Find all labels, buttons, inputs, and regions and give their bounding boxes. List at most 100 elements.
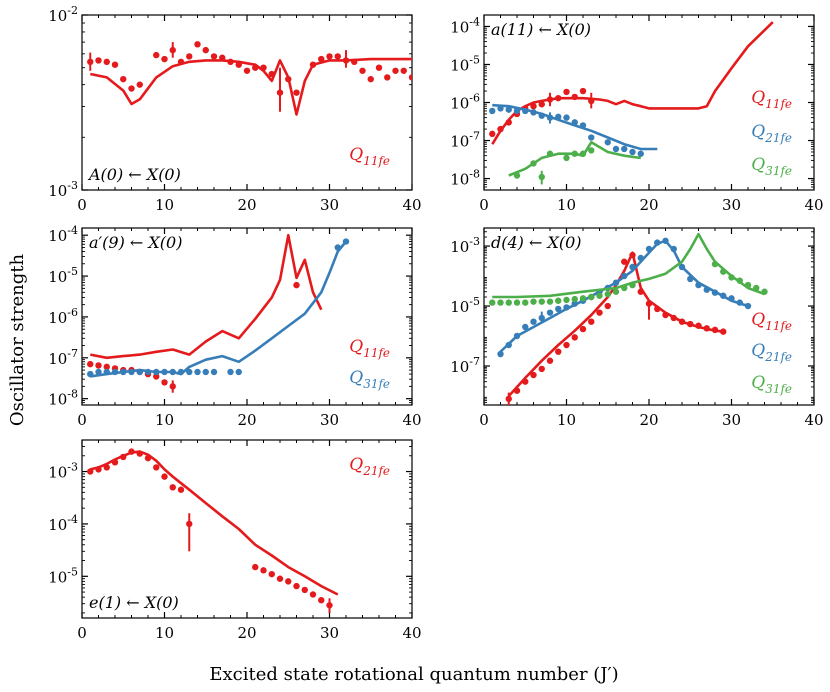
data-point <box>87 370 94 378</box>
data-point <box>513 332 521 340</box>
data-point <box>579 295 587 302</box>
data-point <box>408 74 412 81</box>
data-point <box>309 61 317 68</box>
x-tick-label: 20 <box>237 196 256 214</box>
x-tick-label: 10 <box>155 196 174 214</box>
legend-label-Q11fe: Q11fe <box>349 337 390 360</box>
data-point <box>571 150 578 157</box>
data-point <box>194 41 201 48</box>
data-point <box>555 94 562 102</box>
data-point <box>662 311 669 319</box>
data-point <box>505 119 512 126</box>
data-point <box>538 101 545 108</box>
data-point <box>375 64 383 71</box>
panel-annotation: a(11) ← X(0) <box>491 20 591 39</box>
data-point <box>563 154 570 162</box>
data-point <box>120 368 127 376</box>
data-point <box>513 387 521 394</box>
data-point <box>384 74 391 81</box>
data-point <box>497 105 504 112</box>
data-point <box>720 292 727 299</box>
legend-label-Q11fe: Q11fe <box>751 310 792 333</box>
data-point <box>285 578 292 585</box>
x-tick-label: 20 <box>639 196 658 214</box>
x-tick-label: 0 <box>479 196 489 214</box>
y-tick-label: 10-5 <box>48 565 78 586</box>
data-point <box>202 368 209 376</box>
y-tick-label: 10-3 <box>48 179 78 200</box>
data-point <box>736 277 743 284</box>
data-point <box>342 238 350 245</box>
data-point <box>530 318 537 325</box>
data-point <box>144 454 152 462</box>
data-point <box>103 368 110 376</box>
data-point <box>728 274 735 281</box>
data-point <box>530 371 537 379</box>
data-point <box>227 58 234 66</box>
data-point <box>161 379 168 386</box>
data-point <box>612 279 620 286</box>
y-tick-label: 10-3 <box>48 461 78 482</box>
data-point <box>95 57 102 64</box>
data-point <box>546 357 554 364</box>
data-point <box>505 106 512 113</box>
data-point <box>351 58 358 66</box>
data-point <box>513 172 521 179</box>
x-tick-label: 30 <box>320 411 339 429</box>
legend-label-Q31fe: Q31fe <box>349 368 390 391</box>
data-point <box>546 150 554 157</box>
data-point <box>711 326 719 334</box>
series-group <box>489 232 768 405</box>
data-point <box>186 368 193 376</box>
data-point <box>612 288 620 295</box>
data-point <box>588 147 595 154</box>
panel-annotation: e(1) ← X(0) <box>89 593 179 612</box>
y-tick-label: 10-7 <box>450 355 480 376</box>
x-axis-label: Excited state rotational quantum number … <box>209 664 618 685</box>
data-point <box>497 125 504 133</box>
data-point <box>571 300 578 307</box>
data-point <box>136 368 143 376</box>
data-point <box>720 328 727 335</box>
legend-label-Q21fe: Q21fe <box>751 122 792 145</box>
data-point <box>318 55 325 63</box>
data-point <box>400 67 407 74</box>
data-point <box>392 67 399 74</box>
data-point <box>367 75 374 83</box>
panels: 0 10 20 30 40 10-3 10-2 A(0) ← X(0) Q11fe 0 10 20 30… <box>48 4 823 642</box>
data-point <box>210 368 218 376</box>
data-point <box>87 468 94 475</box>
x-tick-label: 0 <box>479 411 489 429</box>
data-point <box>546 309 554 316</box>
data-point <box>276 89 284 96</box>
x-tick-label: 0 <box>77 196 87 214</box>
x-tick-label: 40 <box>402 624 421 642</box>
x-tick-label: 30 <box>320 624 339 642</box>
data-point <box>186 53 193 60</box>
data-point <box>744 281 752 289</box>
data-point <box>227 368 234 376</box>
panel-annotation: a′(9) ← X(0) <box>89 233 182 252</box>
data-point <box>169 46 176 54</box>
data-point <box>571 119 578 126</box>
data-point <box>243 67 251 74</box>
data-point <box>588 318 595 325</box>
data-point <box>326 53 333 60</box>
data-point <box>538 173 545 181</box>
data-point <box>579 87 587 95</box>
y-tick-label: 10-8 <box>450 168 480 189</box>
x-tick-label: 30 <box>722 196 741 214</box>
data-point <box>285 75 292 83</box>
data-point <box>530 160 537 167</box>
data-point <box>530 109 537 116</box>
x-tick-label: 40 <box>402 196 421 214</box>
data-point <box>579 122 587 129</box>
data-point <box>629 251 636 259</box>
data-point <box>612 145 620 153</box>
data-point <box>604 139 611 146</box>
data-point <box>128 448 135 455</box>
data-point <box>95 466 102 473</box>
data-point <box>219 54 226 61</box>
data-point <box>144 368 152 376</box>
